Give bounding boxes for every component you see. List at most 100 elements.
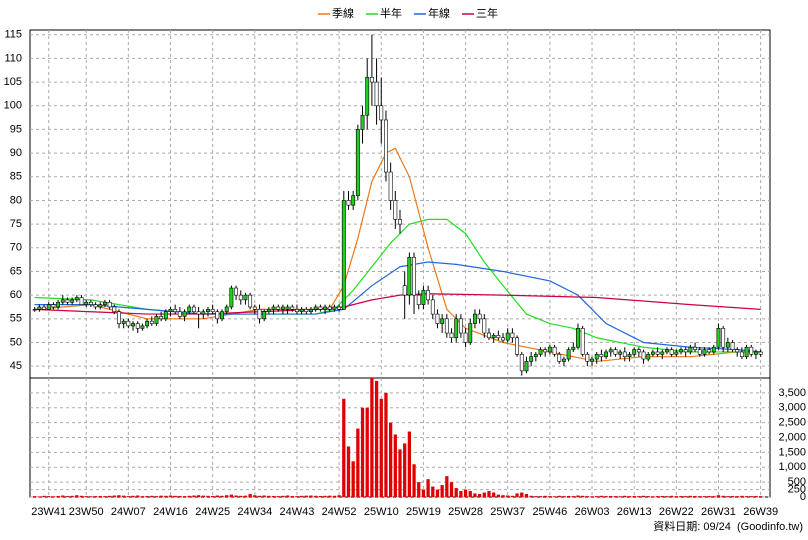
- y-tick-label: 90: [10, 147, 22, 159]
- volume-bar: [407, 431, 412, 497]
- candle-body: [487, 332, 491, 339]
- y-tick-label: 55: [10, 313, 22, 325]
- legend-label: 半年: [380, 6, 402, 20]
- volume-bar: [103, 496, 107, 497]
- volume-bar: [220, 495, 224, 497]
- y-tick-label: 95: [10, 123, 22, 135]
- candle-body: [337, 306, 342, 310]
- volume-bar: [271, 495, 276, 497]
- volume-bar: [332, 495, 337, 497]
- volume-bar: [42, 495, 46, 497]
- x-tick-label: 24W43: [280, 506, 315, 518]
- candle-body: [341, 200, 346, 310]
- candle-body: [599, 354, 604, 357]
- volume-bar: [524, 494, 529, 497]
- volume-bar: [571, 496, 575, 497]
- volume-bar: [323, 495, 327, 497]
- volume-bar: [609, 495, 613, 497]
- y-tick-label: 45: [10, 360, 22, 372]
- candle-body: [510, 332, 515, 339]
- y-tick-label: 85: [10, 171, 22, 183]
- candle-body: [533, 354, 538, 357]
- volume-bar: [445, 476, 449, 497]
- volume-bar: [140, 496, 145, 497]
- volume-bar: [613, 496, 618, 497]
- volume-bar: [398, 449, 402, 497]
- candle-body: [238, 294, 243, 301]
- volume-bar: [515, 493, 519, 497]
- volume-bar: [581, 495, 585, 497]
- candle-body: [477, 313, 482, 320]
- volume-bar: [253, 495, 257, 497]
- candle-body: [613, 349, 618, 355]
- volume-bar: [431, 486, 435, 497]
- volume-bar: [716, 495, 721, 497]
- volume-bar: [492, 492, 496, 497]
- candle-body: [688, 346, 693, 353]
- candle-body: [697, 349, 702, 355]
- x-tick-label: 24W07: [111, 506, 146, 518]
- volume-bar: [496, 494, 500, 497]
- candle-body: [266, 309, 271, 313]
- candle-body: [585, 354, 590, 362]
- x-tick-label: 26W39: [743, 506, 778, 518]
- volume-bar: [201, 495, 205, 497]
- candle-body: [84, 301, 89, 305]
- candle-body: [224, 306, 229, 313]
- volume-bar: [215, 495, 219, 497]
- volume-bar: [566, 495, 571, 497]
- candle-body: [735, 349, 740, 353]
- volume-bar: [37, 496, 42, 497]
- candle-body: [519, 354, 524, 372]
- volume-bar: [75, 495, 79, 497]
- volume-bar: [463, 489, 468, 497]
- candle-body: [220, 311, 224, 320]
- volume-bar: [281, 495, 285, 497]
- volume-bar: [196, 495, 201, 497]
- candle-body: [88, 301, 93, 305]
- candle-body: [632, 349, 637, 355]
- volume-bar: [370, 378, 374, 497]
- candle-body: [590, 358, 594, 362]
- candle-body: [641, 351, 646, 360]
- candle-body: [744, 346, 749, 357]
- candle-body: [449, 332, 454, 339]
- candle-body: [159, 316, 164, 320]
- candle-body: [201, 311, 206, 315]
- volume-bar: [707, 495, 711, 497]
- volume-bar: [351, 461, 355, 497]
- x-tick-label: 25W19: [406, 506, 441, 518]
- volume-bar: [412, 464, 416, 497]
- candle-body: [32, 309, 37, 311]
- candle-body: [454, 318, 459, 339]
- y-tick-label: 105: [4, 76, 22, 88]
- volume-bar: [698, 496, 702, 497]
- candle-body: [369, 77, 374, 83]
- volume-bar: [632, 495, 636, 497]
- candle-body: [543, 349, 548, 353]
- candle-body: [196, 311, 201, 315]
- volume-bar: [749, 496, 753, 497]
- volume-bar: [122, 495, 126, 497]
- legend-label: 年線: [428, 6, 450, 20]
- candle-body: [346, 200, 351, 206]
- volume-bar: [107, 495, 112, 497]
- y-tick-label: 65: [10, 265, 22, 277]
- x-tick-label: 23W41: [31, 506, 66, 518]
- volume-bar: [47, 496, 51, 497]
- volume-bar: [520, 492, 524, 497]
- volume-bar: [318, 495, 323, 497]
- candle-body: [627, 354, 632, 357]
- volume-bar: [126, 496, 130, 497]
- volume-bar: [702, 496, 707, 497]
- volume-bar: [65, 496, 70, 497]
- x-tick-label: 25W37: [490, 506, 525, 518]
- volume-bar: [557, 495, 561, 497]
- candle-body: [482, 318, 487, 334]
- candle-body: [707, 349, 712, 353]
- volume-bar: [79, 495, 84, 497]
- y-tick-label: 70: [10, 242, 22, 254]
- candle-body: [215, 311, 220, 320]
- volume-bar: [379, 398, 383, 497]
- volume-bar: [98, 495, 102, 497]
